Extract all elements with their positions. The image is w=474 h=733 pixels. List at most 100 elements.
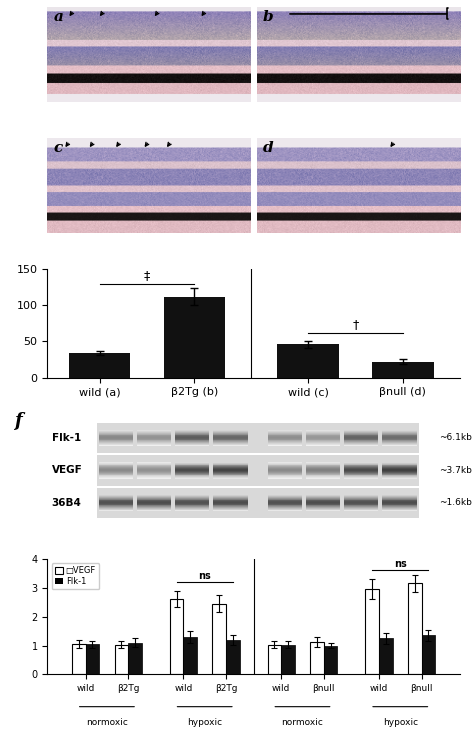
- Bar: [175, 442, 210, 443]
- Text: normoxic: normoxic: [86, 718, 128, 727]
- Bar: [99, 507, 133, 508]
- Bar: [226, 640, 239, 674]
- Bar: [383, 470, 417, 471]
- Bar: [383, 501, 417, 502]
- Bar: [344, 473, 379, 474]
- Bar: [137, 445, 171, 446]
- Bar: [383, 468, 417, 469]
- Bar: [383, 443, 417, 445]
- Bar: [175, 443, 210, 445]
- Bar: [175, 441, 210, 442]
- Bar: [213, 495, 247, 496]
- Bar: [281, 645, 295, 674]
- Bar: [268, 469, 302, 470]
- Bar: [137, 431, 171, 432]
- Bar: [175, 472, 210, 473]
- Bar: [137, 506, 171, 507]
- Text: f: f: [14, 412, 22, 430]
- Bar: [137, 443, 171, 445]
- Bar: [99, 464, 133, 465]
- Bar: [268, 500, 302, 501]
- Bar: [306, 433, 340, 434]
- Bar: [213, 443, 247, 445]
- Bar: [306, 506, 340, 507]
- Bar: [268, 504, 302, 506]
- Bar: [306, 435, 340, 436]
- Bar: [175, 495, 210, 496]
- Bar: [383, 497, 417, 498]
- Bar: [306, 436, 340, 437]
- Bar: [213, 434, 247, 435]
- Bar: [344, 471, 379, 472]
- Bar: [212, 604, 226, 674]
- Bar: [306, 437, 340, 438]
- Bar: [213, 438, 247, 439]
- Bar: [137, 495, 171, 496]
- Bar: [213, 441, 247, 442]
- Bar: [268, 465, 302, 466]
- Bar: [175, 507, 210, 508]
- Bar: [137, 442, 171, 443]
- Bar: [99, 439, 133, 440]
- Bar: [344, 510, 379, 512]
- Bar: [213, 467, 247, 468]
- Bar: [306, 438, 340, 439]
- Bar: [306, 473, 340, 474]
- Bar: [344, 432, 379, 433]
- Bar: [175, 467, 210, 468]
- Bar: [383, 502, 417, 503]
- Bar: [99, 465, 133, 466]
- Bar: [383, 441, 417, 442]
- Bar: [268, 506, 302, 507]
- Bar: [213, 431, 247, 432]
- Bar: [175, 478, 210, 479]
- Bar: [213, 498, 247, 500]
- Bar: [213, 496, 247, 497]
- Bar: [383, 504, 417, 506]
- Bar: [344, 469, 379, 470]
- Bar: [175, 477, 210, 478]
- Bar: [344, 441, 379, 442]
- Bar: [213, 507, 247, 508]
- Bar: [213, 478, 247, 479]
- Bar: [268, 477, 302, 478]
- Bar: [97, 423, 419, 453]
- Bar: [344, 503, 379, 504]
- Bar: [383, 507, 417, 508]
- Bar: [383, 436, 417, 437]
- Bar: [383, 438, 417, 439]
- Bar: [99, 473, 133, 474]
- Bar: [268, 434, 302, 435]
- Bar: [175, 445, 210, 446]
- Bar: [99, 500, 133, 501]
- Bar: [99, 498, 133, 500]
- Text: ns: ns: [198, 570, 211, 581]
- Bar: [306, 476, 340, 477]
- Bar: [344, 464, 379, 465]
- Bar: [175, 503, 210, 504]
- Bar: [115, 645, 128, 674]
- Bar: [175, 508, 210, 509]
- Bar: [277, 345, 339, 377]
- Bar: [344, 474, 379, 476]
- Bar: [137, 472, 171, 473]
- Bar: [137, 439, 171, 440]
- Bar: [383, 465, 417, 466]
- Bar: [306, 503, 340, 504]
- Bar: [383, 464, 417, 465]
- Bar: [213, 439, 247, 440]
- Bar: [344, 436, 379, 437]
- Bar: [306, 472, 340, 473]
- Bar: [344, 434, 379, 435]
- Bar: [383, 503, 417, 504]
- Bar: [383, 498, 417, 500]
- Bar: [213, 435, 247, 436]
- Bar: [99, 501, 133, 502]
- Bar: [268, 507, 302, 508]
- Bar: [268, 502, 302, 503]
- Bar: [344, 439, 379, 440]
- Bar: [268, 508, 302, 509]
- Bar: [344, 472, 379, 473]
- Bar: [344, 463, 379, 464]
- Bar: [213, 464, 247, 465]
